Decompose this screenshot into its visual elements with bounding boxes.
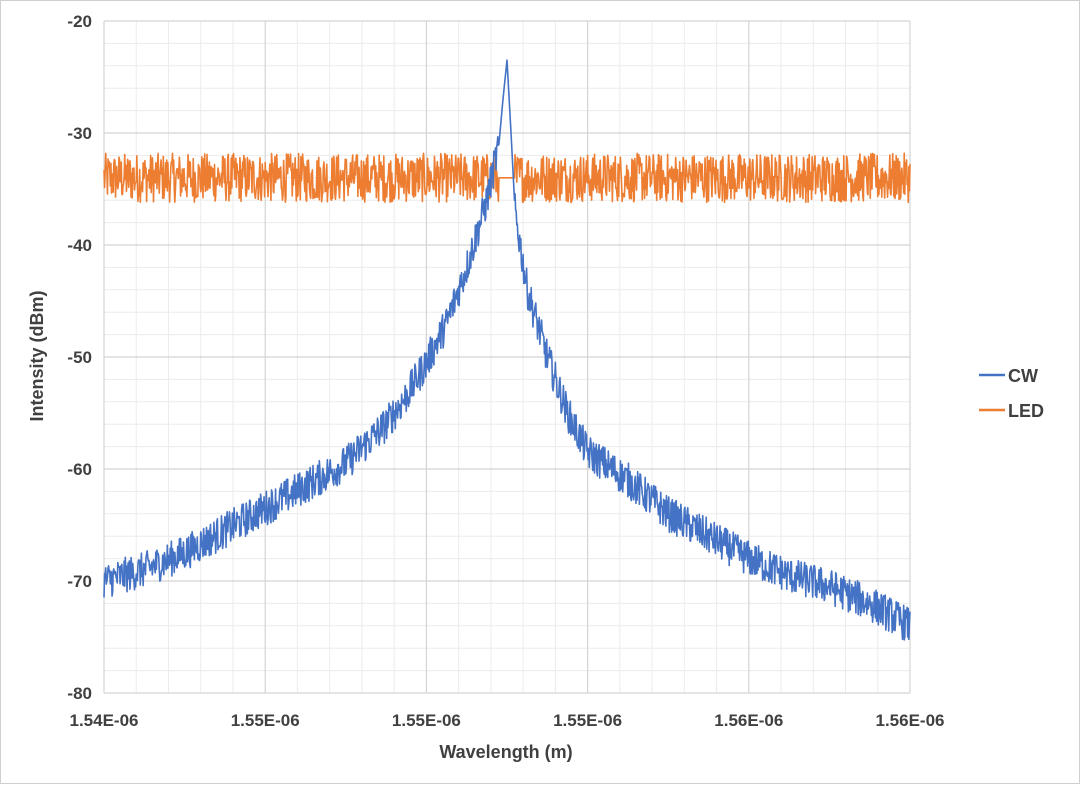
series-layer (103, 59, 911, 641)
legend-label: CW (1008, 366, 1038, 386)
x-tick-label: 1.56E-06 (714, 711, 783, 730)
major-gridlines (103, 20, 911, 694)
x-tick-label: 1.56E-06 (876, 711, 945, 730)
y-tick-label: -30 (67, 124, 92, 143)
y-tick-label: -60 (67, 460, 92, 479)
legend-label: LED (1008, 401, 1044, 421)
y-tick-label: -50 (67, 348, 92, 367)
y-tick-label: -70 (67, 572, 92, 591)
x-tick-label: 1.55E-06 (231, 711, 300, 730)
x-axis-title: Wavelength (m) (439, 742, 572, 762)
x-axis-ticks: 1.54E-06 1.55E-06 1.55E-06 1.55E-06 1.56E-06… (70, 711, 945, 730)
x-tick-label: 1.55E-06 (553, 711, 622, 730)
series-line-cw (103, 59, 911, 641)
series-line-led (103, 152, 911, 204)
y-tick-label: -40 (67, 236, 92, 255)
x-tick-label: 1.55E-06 (392, 711, 461, 730)
y-axis-ticks: -20 -30 -40 -50 -60 -70 -80 (67, 12, 92, 703)
x-tick-label: 1.54E-06 (70, 711, 139, 730)
y-tick-label: -20 (67, 12, 92, 31)
legend: CW LED (979, 366, 1044, 421)
y-axis-title: Intensity (dBm) (27, 290, 47, 421)
y-tick-label: -80 (67, 684, 92, 703)
